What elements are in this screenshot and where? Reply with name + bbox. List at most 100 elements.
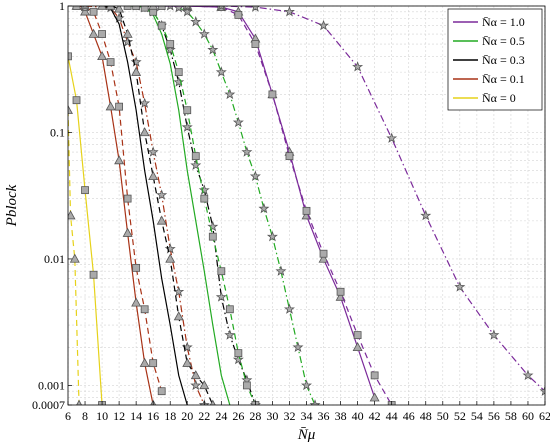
data-point: [174, 68, 183, 77]
y-tick-label: 0.1: [50, 125, 65, 139]
data-point: [309, 399, 321, 405]
data-point: [140, 305, 149, 314]
data-point: [319, 249, 328, 258]
data-point: [173, 6, 185, 13]
x-tick-label: 16: [147, 409, 159, 423]
data-point: [182, 357, 193, 367]
data-point: [68, 52, 72, 61]
data-point: [198, 28, 210, 39]
data-point: [130, 56, 142, 67]
data-point: [301, 379, 312, 391]
data-point: [166, 40, 175, 48]
x-axis-title: N̄μ: [297, 427, 316, 443]
data-point: [76, 399, 83, 405]
y-tick-label: 0.001: [38, 378, 65, 392]
data-point: [215, 291, 227, 302]
data-point: [148, 170, 159, 181]
data-point: [190, 159, 202, 170]
data-point: [88, 28, 99, 38]
data-point: [234, 349, 243, 358]
data-point: [224, 329, 236, 340]
data-point: [166, 6, 174, 11]
data-point: [200, 194, 209, 203]
x-tick-label: 56: [488, 409, 500, 423]
data-point: [488, 329, 500, 340]
data-point: [234, 11, 243, 19]
x-tick-label: 14: [130, 409, 142, 423]
x-axis-label: N̄μ: [297, 427, 316, 443]
series-line: [127, 6, 256, 405]
data-point: [318, 253, 329, 263]
data-point: [173, 311, 184, 321]
data-point: [157, 21, 166, 30]
data-point: [225, 305, 234, 314]
data-point: [105, 6, 116, 10]
x-tick-label: 36: [318, 409, 330, 423]
data-point: [114, 6, 125, 13]
data-point: [207, 220, 219, 232]
data-point: [208, 232, 217, 241]
data-point: [198, 184, 210, 195]
data-point: [72, 96, 81, 105]
data-point: [283, 6, 295, 17]
data-point: [148, 6, 159, 10]
data-point: [318, 19, 330, 31]
data-point: [114, 155, 125, 165]
data-point: [352, 61, 364, 72]
series-line: [136, 6, 256, 405]
x-tick-label: 42: [369, 409, 381, 423]
data-point: [353, 331, 362, 339]
y-axis: 1 0.1 0.01 0.001 0.0007: [32, 0, 72, 412]
series-line: [68, 110, 80, 405]
x-tick-label: 34: [301, 409, 313, 423]
data-point: [224, 88, 236, 100]
legend-label: N̄α = 0.1: [482, 72, 525, 86]
series-9: [123, 6, 260, 405]
data-point: [285, 152, 294, 161]
data-point: [157, 6, 166, 10]
y-tick-label: 0.01: [44, 252, 65, 266]
data-point: [122, 227, 133, 237]
data-point: [207, 44, 219, 55]
x-tick-label: 40: [352, 409, 364, 423]
x-tick-label: 24: [215, 409, 227, 423]
x-tick-label: 62: [539, 409, 550, 423]
data-point: [283, 303, 295, 314]
data-point: [139, 97, 151, 108]
data-point: [217, 267, 226, 276]
data-point: [97, 6, 108, 10]
data-point: [217, 6, 225, 11]
x-tick-label: 38: [335, 409, 347, 423]
data-point: [81, 186, 89, 195]
data-point: [140, 6, 149, 12]
series-1: [68, 104, 83, 405]
data-point: [242, 381, 251, 390]
data-point: [81, 6, 89, 11]
data-point: [122, 28, 133, 38]
x-tick-label: 52: [454, 409, 466, 423]
data-point: [258, 202, 270, 214]
data-point: [336, 287, 345, 296]
data-point: [352, 342, 363, 352]
data-point: [164, 44, 176, 55]
legend-label: N̄α = 0.5: [482, 34, 525, 48]
data-point: [539, 385, 545, 396]
x-tick-label: 32: [283, 409, 295, 423]
data-point: [215, 66, 227, 77]
series-5: [101, 6, 188, 405]
data-point: [191, 152, 200, 161]
data-point: [131, 297, 142, 307]
data-point: [209, 399, 216, 405]
series-6: [97, 6, 216, 405]
data-point: [131, 66, 142, 76]
x-tick-label: 44: [386, 409, 398, 423]
series-line: [101, 6, 188, 405]
data-point: [89, 270, 98, 279]
series-11: [148, 6, 380, 402]
data-point: [369, 392, 380, 402]
data-point: [232, 353, 244, 365]
data-point: [420, 209, 432, 221]
data-point: [522, 369, 534, 381]
data-point: [149, 359, 158, 368]
